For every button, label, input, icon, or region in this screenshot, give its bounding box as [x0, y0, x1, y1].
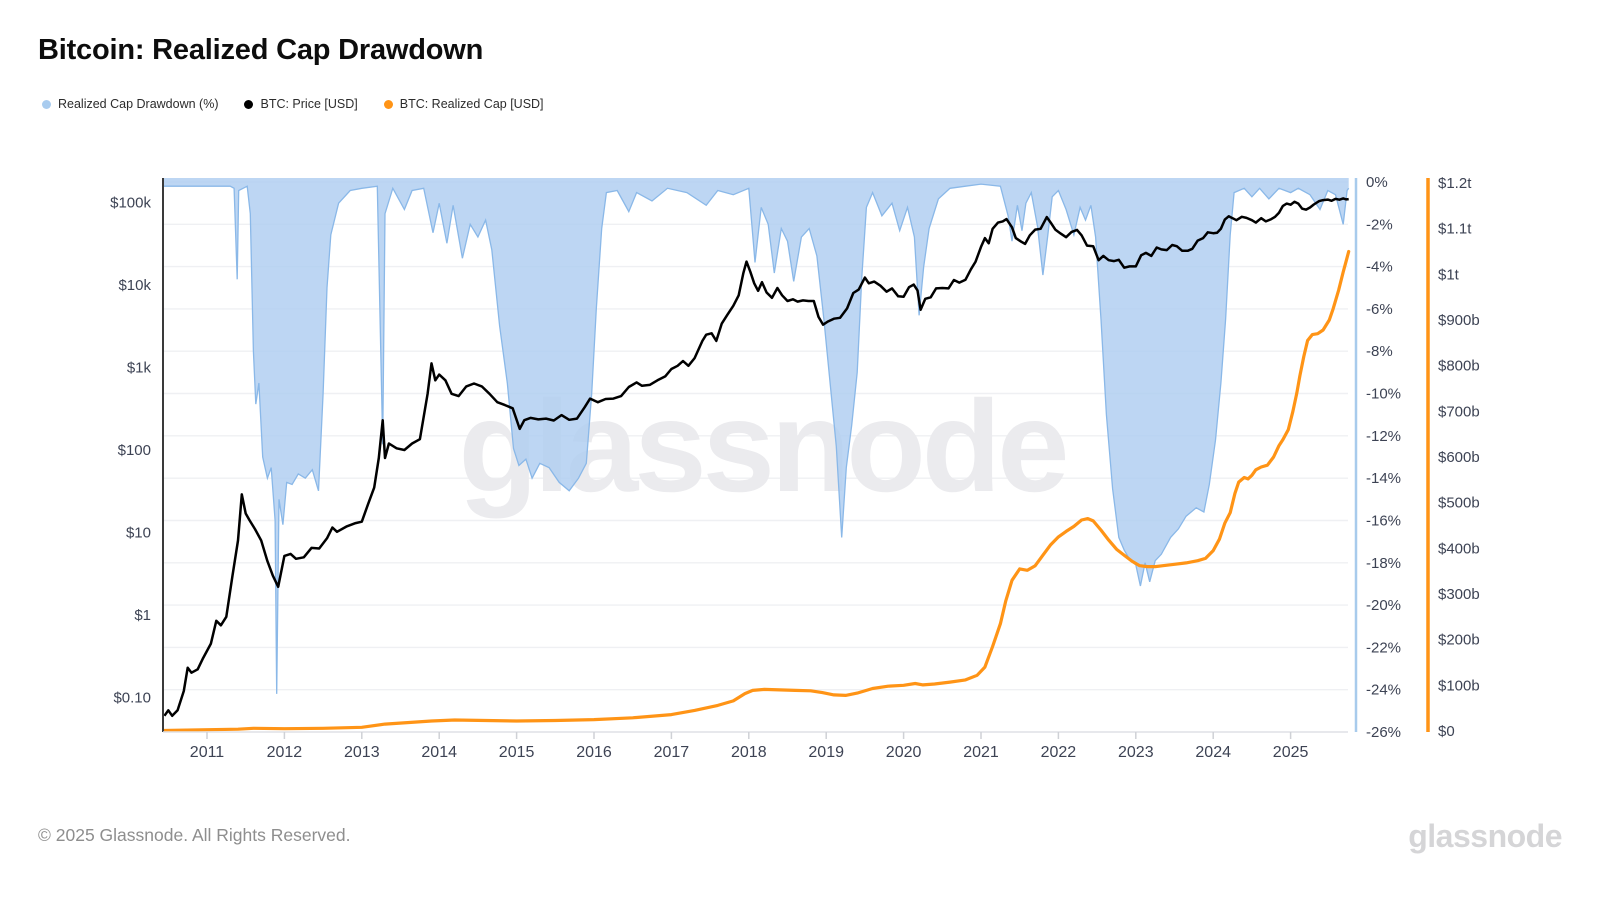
- cap-tick-label: $400b: [1438, 540, 1480, 557]
- cap-tick-label: $500b: [1438, 495, 1480, 512]
- footer-copyright: © 2025 Glassnode. All Rights Reserved.: [38, 825, 351, 845]
- price-tick-label: $100k: [110, 195, 151, 212]
- drawdown-tick-label: -8%: [1366, 343, 1393, 360]
- price-tick-label: $10: [126, 525, 151, 542]
- drawdown-tick-label: -16%: [1366, 513, 1401, 530]
- drawdown-tick-label: -22%: [1366, 639, 1401, 656]
- drawdown-tick-label: 0%: [1366, 174, 1388, 191]
- glassnode-logo: glassnode: [1408, 818, 1562, 854]
- cap-tick-label: $1.2t: [1438, 175, 1472, 192]
- year-tick-label: 2024: [1195, 744, 1231, 761]
- legend-item-realized-cap[interactable]: BTC: Realized Cap [USD]: [383, 97, 544, 111]
- legend-label: BTC: Price [USD]: [260, 97, 358, 111]
- drawdown-legend-dot-icon: [42, 99, 51, 109]
- year-tick-label: 2015: [499, 744, 535, 761]
- legend-item-drawdown[interactable]: Realized Cap Drawdown (%): [42, 97, 218, 111]
- year-tick-label: 2018: [731, 744, 767, 761]
- cap-tick-label: $900b: [1438, 312, 1480, 329]
- legend-item-price[interactable]: BTC: Price [USD]: [244, 97, 358, 111]
- realized-cap-line: [162, 249, 1351, 733]
- year-tick-label: 2011: [190, 744, 225, 761]
- price-tick-label: $0.10: [113, 690, 151, 707]
- year-tick-label: 2020: [886, 744, 922, 761]
- year-tick-label: 2021: [963, 744, 999, 761]
- cap-tick-label: $600b: [1438, 449, 1480, 466]
- year-tick-label: 2014: [421, 744, 457, 761]
- year-tick-label: 2013: [344, 744, 380, 761]
- cap-tick-label: $700b: [1438, 403, 1480, 420]
- drawdown-tick-label: -20%: [1366, 597, 1401, 614]
- price-tick-label: $10k: [118, 277, 151, 294]
- legend-label: BTC: Realized Cap [USD]: [399, 97, 544, 111]
- cap-tick-label: $300b: [1438, 586, 1480, 603]
- drawdown-tick-label: -10%: [1366, 386, 1401, 403]
- year-tick-label: 2022: [1041, 744, 1077, 761]
- drawdown-tick-label: -12%: [1366, 428, 1401, 445]
- year-tick-label: 2017: [654, 744, 690, 761]
- drawdown-tick-label: -26%: [1366, 724, 1401, 741]
- cap-tick-label: $1.1t: [1438, 221, 1472, 238]
- price-tick-label: $100: [118, 442, 151, 459]
- year-tick-label: 2019: [808, 744, 844, 761]
- cap-tick-label: $100b: [1438, 677, 1480, 694]
- year-tick-label: 2025: [1273, 744, 1309, 761]
- cap-tick-label: $0: [1438, 723, 1455, 740]
- legend: Realized Cap Drawdown (%) BTC: Price [US…: [42, 97, 544, 111]
- drawdown-tick-label: -6%: [1366, 301, 1393, 318]
- cap-tick-label: $800b: [1438, 358, 1480, 375]
- realized-cap-legend-dot-icon: [383, 99, 393, 109]
- price-tick-label: $1: [134, 607, 151, 624]
- drawdown-tick-label: -24%: [1366, 682, 1401, 699]
- year-tick-label: 2016: [576, 744, 612, 761]
- cap-tick-label: $1t: [1438, 266, 1460, 283]
- drawdown-tick-label: -4%: [1366, 259, 1393, 276]
- drawdown-tick-label: -2%: [1366, 216, 1393, 233]
- year-tick-label: 2023: [1118, 744, 1154, 761]
- legend-label: Realized Cap Drawdown (%): [58, 97, 219, 111]
- price-line: [163, 197, 1349, 718]
- cap-tick-label: $200b: [1438, 632, 1480, 649]
- price-tick-label: $1k: [127, 360, 152, 377]
- year-tick-label: 2012: [267, 744, 303, 761]
- price-legend-dot-icon: [244, 99, 254, 109]
- page-title: Bitcoin: Realized Cap Drawdown: [38, 34, 484, 66]
- drawdown-tick-label: -14%: [1366, 470, 1401, 487]
- drawdown-tick-label: -18%: [1366, 555, 1401, 572]
